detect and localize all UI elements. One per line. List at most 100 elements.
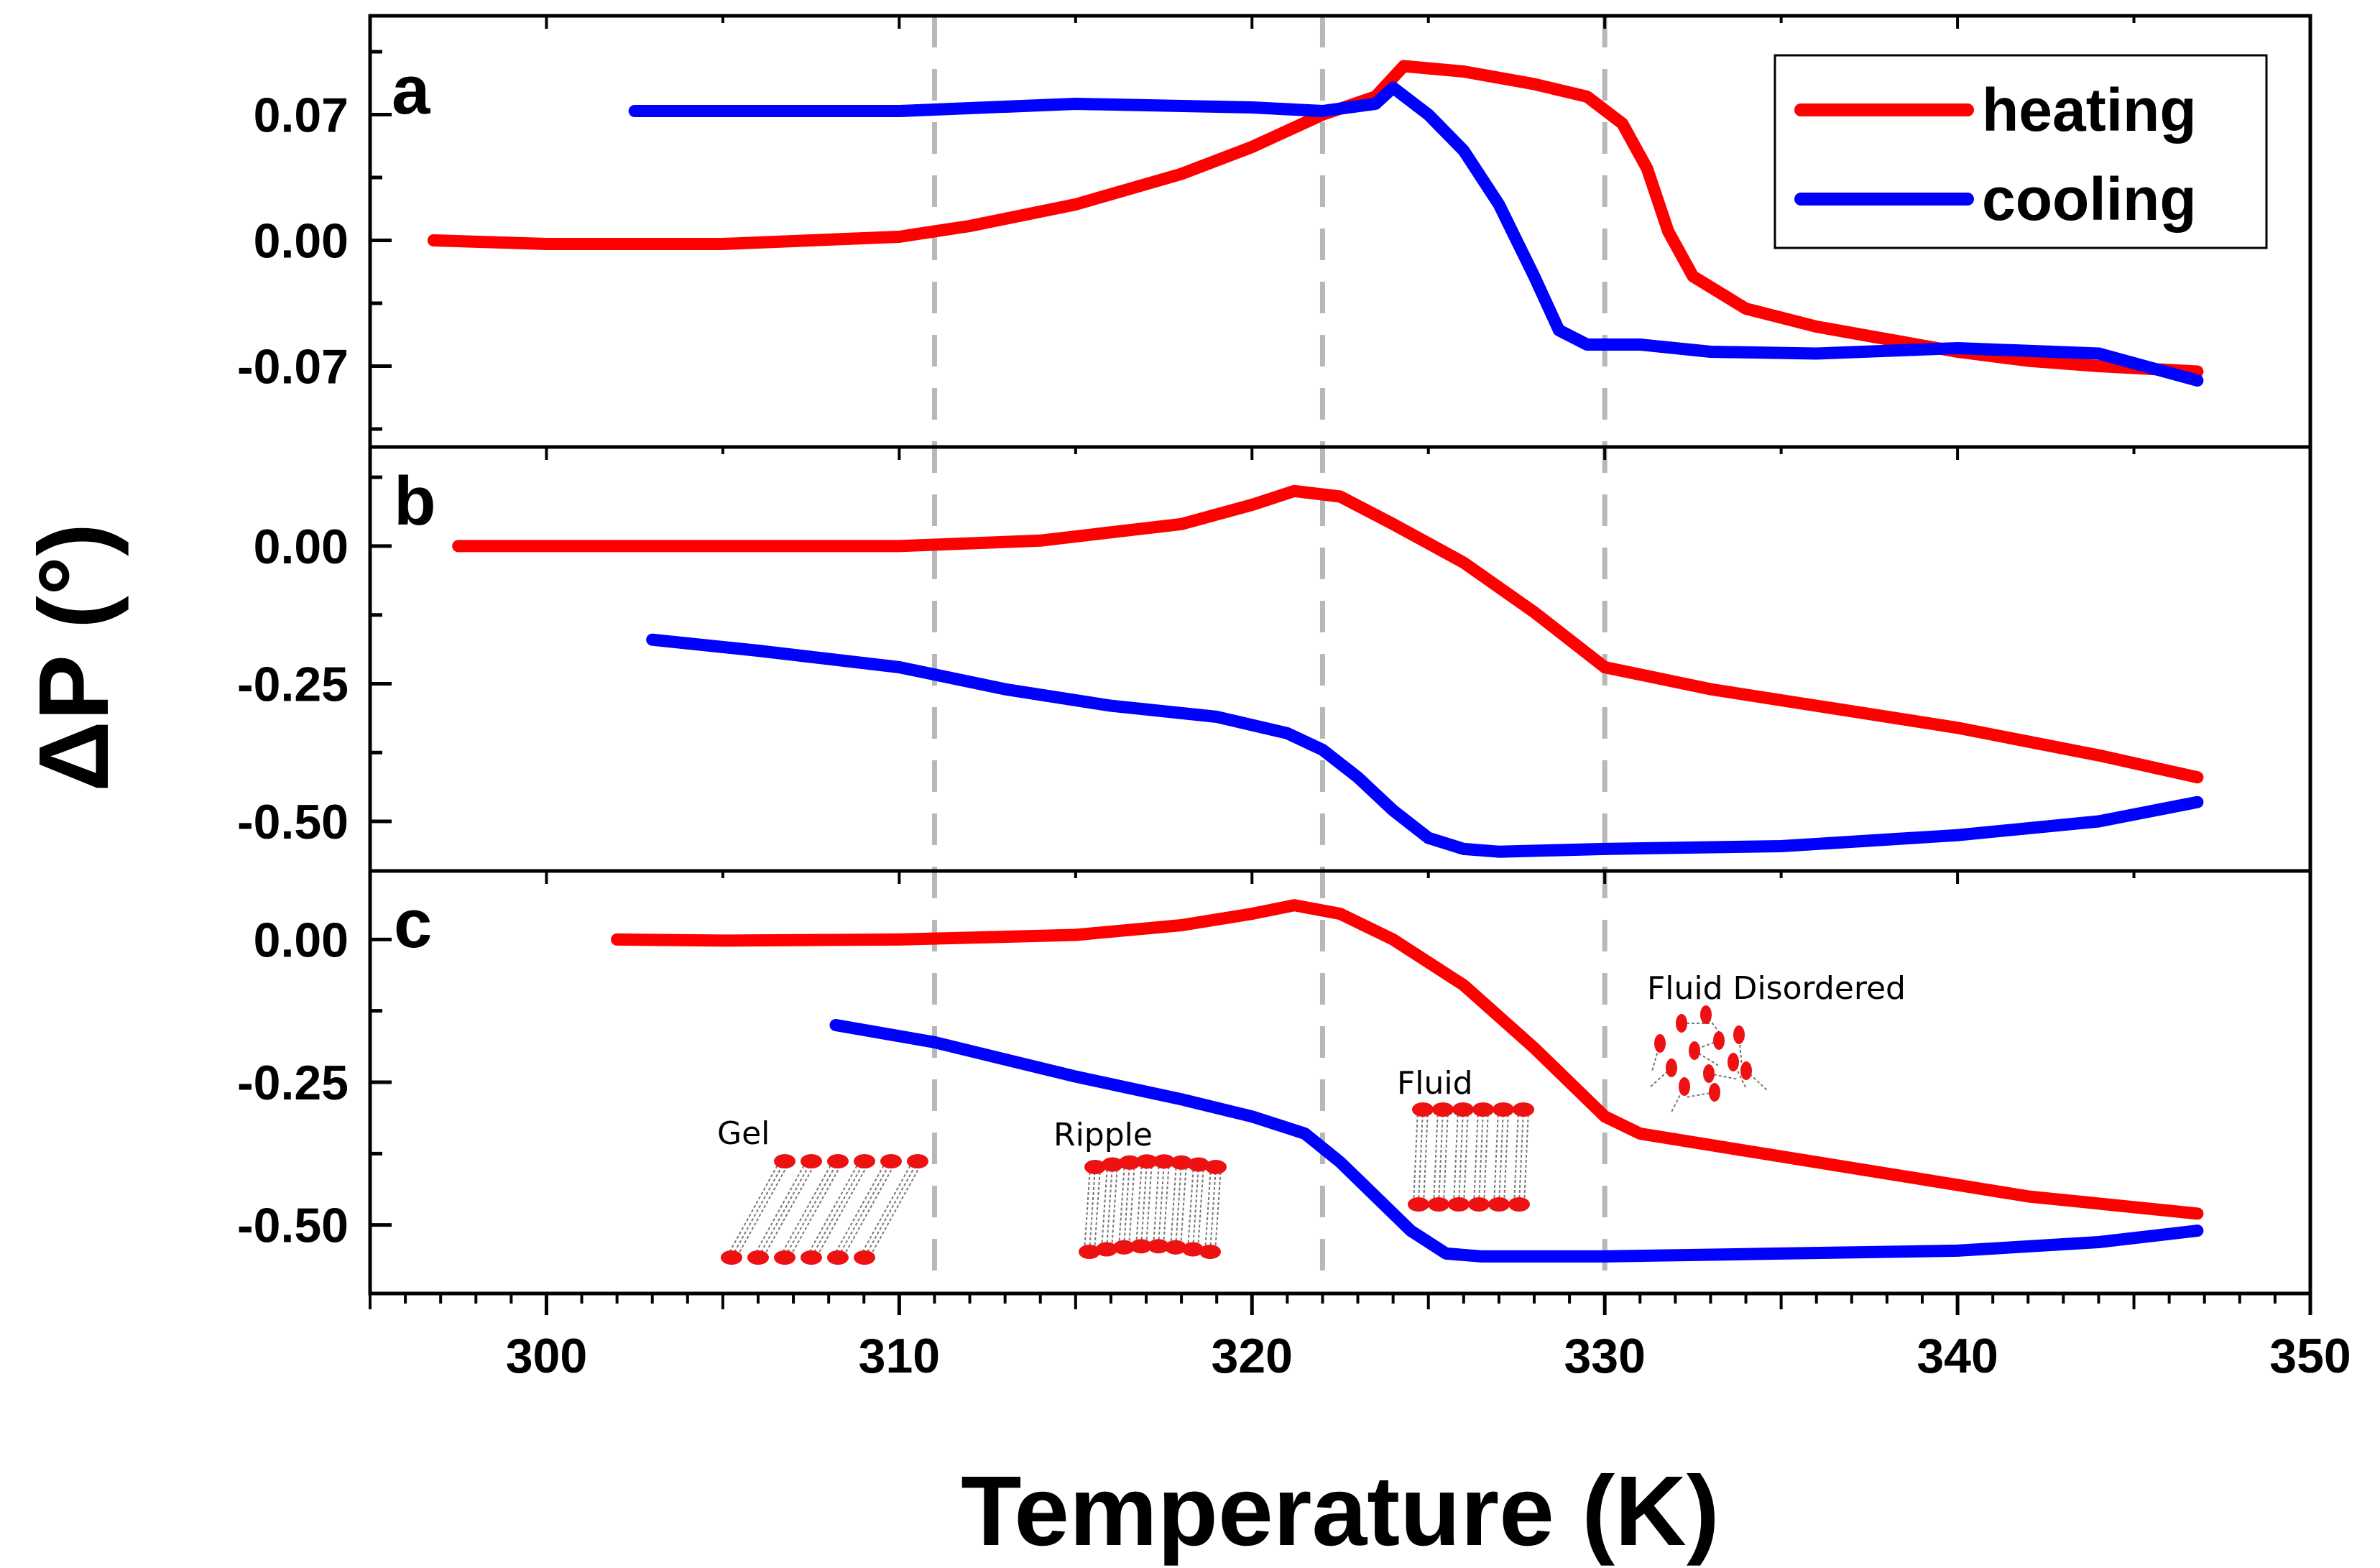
fd-head: [1666, 1059, 1677, 1077]
fluid-phase-icon: [1408, 1102, 1534, 1212]
fluid-tail: [1498, 1109, 1504, 1205]
ripple-head: [1102, 1157, 1123, 1172]
ripple-head: [1119, 1155, 1140, 1170]
fluid-head: [1412, 1102, 1434, 1117]
ripple-tail: [1209, 1166, 1217, 1253]
ripple-head: [1171, 1155, 1192, 1170]
ripple-tail: [1214, 1166, 1222, 1253]
gel-tail: [784, 1161, 839, 1258]
gel-head: [774, 1250, 795, 1265]
legend-box: [1774, 54, 2268, 249]
fluid-tail: [1518, 1109, 1524, 1205]
ripple-tail: [1123, 1162, 1130, 1248]
phase-label-fluid: Fluid: [1397, 1065, 1473, 1102]
ripple-tail: [1145, 1161, 1153, 1247]
ripple-head: [1205, 1160, 1227, 1174]
series-heating-panel-b: [452, 484, 2204, 784]
ripple-tail: [1128, 1162, 1135, 1248]
fd-head: [1679, 1077, 1690, 1096]
fluid-tail: [1438, 1109, 1444, 1205]
fluid-tail: [1478, 1109, 1484, 1205]
fluid-tail: [1413, 1109, 1419, 1205]
y-tick-label-c-0: 0.00: [254, 913, 349, 967]
fd-head: [1728, 1053, 1739, 1071]
fd-head: [1689, 1041, 1700, 1060]
ripple-head: [1148, 1239, 1169, 1254]
fluid-head: [1488, 1197, 1510, 1212]
y-tick-label-b-1: -0.25: [237, 657, 349, 711]
x-axis-title: Temperature (K): [961, 1456, 1720, 1567]
ripple-tail: [1101, 1164, 1108, 1250]
x-tick-label-4: 340: [1917, 1329, 1998, 1383]
fluid-tail: [1483, 1109, 1489, 1205]
ripple-head: [1136, 1154, 1158, 1169]
gel-tail: [806, 1161, 860, 1258]
fluid-tail: [1433, 1109, 1439, 1205]
phase-label-gel: Gel: [717, 1115, 770, 1152]
fluid-tail: [1418, 1109, 1424, 1205]
fluid-disordered-phase-icon: [1649, 1005, 1768, 1113]
ripple-tail: [1111, 1164, 1118, 1250]
ripple-tail: [1175, 1162, 1182, 1248]
ripple-phase-icon: [1079, 1154, 1227, 1259]
fluid-head: [1513, 1102, 1534, 1117]
gel-tail: [762, 1161, 817, 1258]
fluid-head: [1428, 1197, 1449, 1212]
y-tick-label-a-1: 0.00: [254, 214, 349, 269]
fluid-tail: [1453, 1109, 1459, 1205]
ripple-tail: [1180, 1162, 1187, 1248]
panel-frame-b: [368, 445, 2312, 873]
fd-head: [1703, 1064, 1715, 1083]
phase-illustrations: Gel Ripple Fluid Fluid Disordered: [717, 970, 1906, 1265]
fluid-head: [1508, 1197, 1530, 1212]
phase-label-fluid-disordered: Fluid Disordered: [1647, 970, 1906, 1007]
fluid-tail: [1513, 1109, 1519, 1205]
fluid-tail: [1463, 1109, 1469, 1205]
gel-head: [854, 1250, 875, 1265]
gel-tail: [811, 1161, 865, 1258]
ripple-head: [1084, 1160, 1106, 1174]
gel-head: [774, 1154, 795, 1168]
ripple-head: [1113, 1240, 1135, 1255]
legend-label-heating: heating: [1982, 76, 2197, 144]
panel-letter-b: b: [394, 463, 436, 540]
ripple-head: [1079, 1245, 1100, 1259]
gel-tail: [859, 1161, 913, 1258]
gel-head: [907, 1154, 928, 1168]
phase-label-ripple: Ripple: [1053, 1117, 1153, 1153]
gel-head: [747, 1250, 769, 1265]
fd-head: [1740, 1061, 1752, 1080]
data-curves: [427, 60, 2204, 1263]
gel-tail: [816, 1161, 870, 1258]
gel-tail: [869, 1161, 923, 1258]
series-cooling-panel-b: [646, 633, 2204, 858]
fluid-head: [1408, 1197, 1429, 1212]
series-heating-panel-c: [611, 899, 2204, 1220]
gel-tail: [864, 1161, 918, 1258]
gel-phase-icon: [721, 1154, 928, 1265]
series-cooling-panel-a: [628, 81, 2204, 387]
fd-head: [1700, 1005, 1712, 1024]
gel-head: [827, 1250, 849, 1265]
ripple-tail: [1135, 1161, 1143, 1247]
gel-tail: [726, 1161, 780, 1258]
fluid-head: [1448, 1197, 1470, 1212]
gel-head: [801, 1250, 822, 1265]
ripple-tail: [1140, 1161, 1148, 1247]
fluid-tail: [1473, 1109, 1479, 1205]
fd-head: [1709, 1083, 1720, 1102]
y-tick-label-b-0: 0.00: [254, 520, 349, 574]
legend: heating cooling: [1774, 54, 2268, 249]
ripple-tail: [1158, 1161, 1165, 1247]
series-cooling-panel-c: [829, 1019, 2204, 1263]
fluid-head: [1452, 1102, 1474, 1117]
gel-tail: [837, 1161, 892, 1258]
fd-head: [1713, 1031, 1725, 1050]
gel-tail: [832, 1161, 887, 1258]
ripple-tail: [1089, 1166, 1096, 1253]
gel-tail: [757, 1161, 812, 1258]
ripple-head: [1153, 1154, 1175, 1169]
legend-label-cooling: cooling: [1982, 165, 2197, 233]
fluid-head: [1472, 1102, 1494, 1117]
